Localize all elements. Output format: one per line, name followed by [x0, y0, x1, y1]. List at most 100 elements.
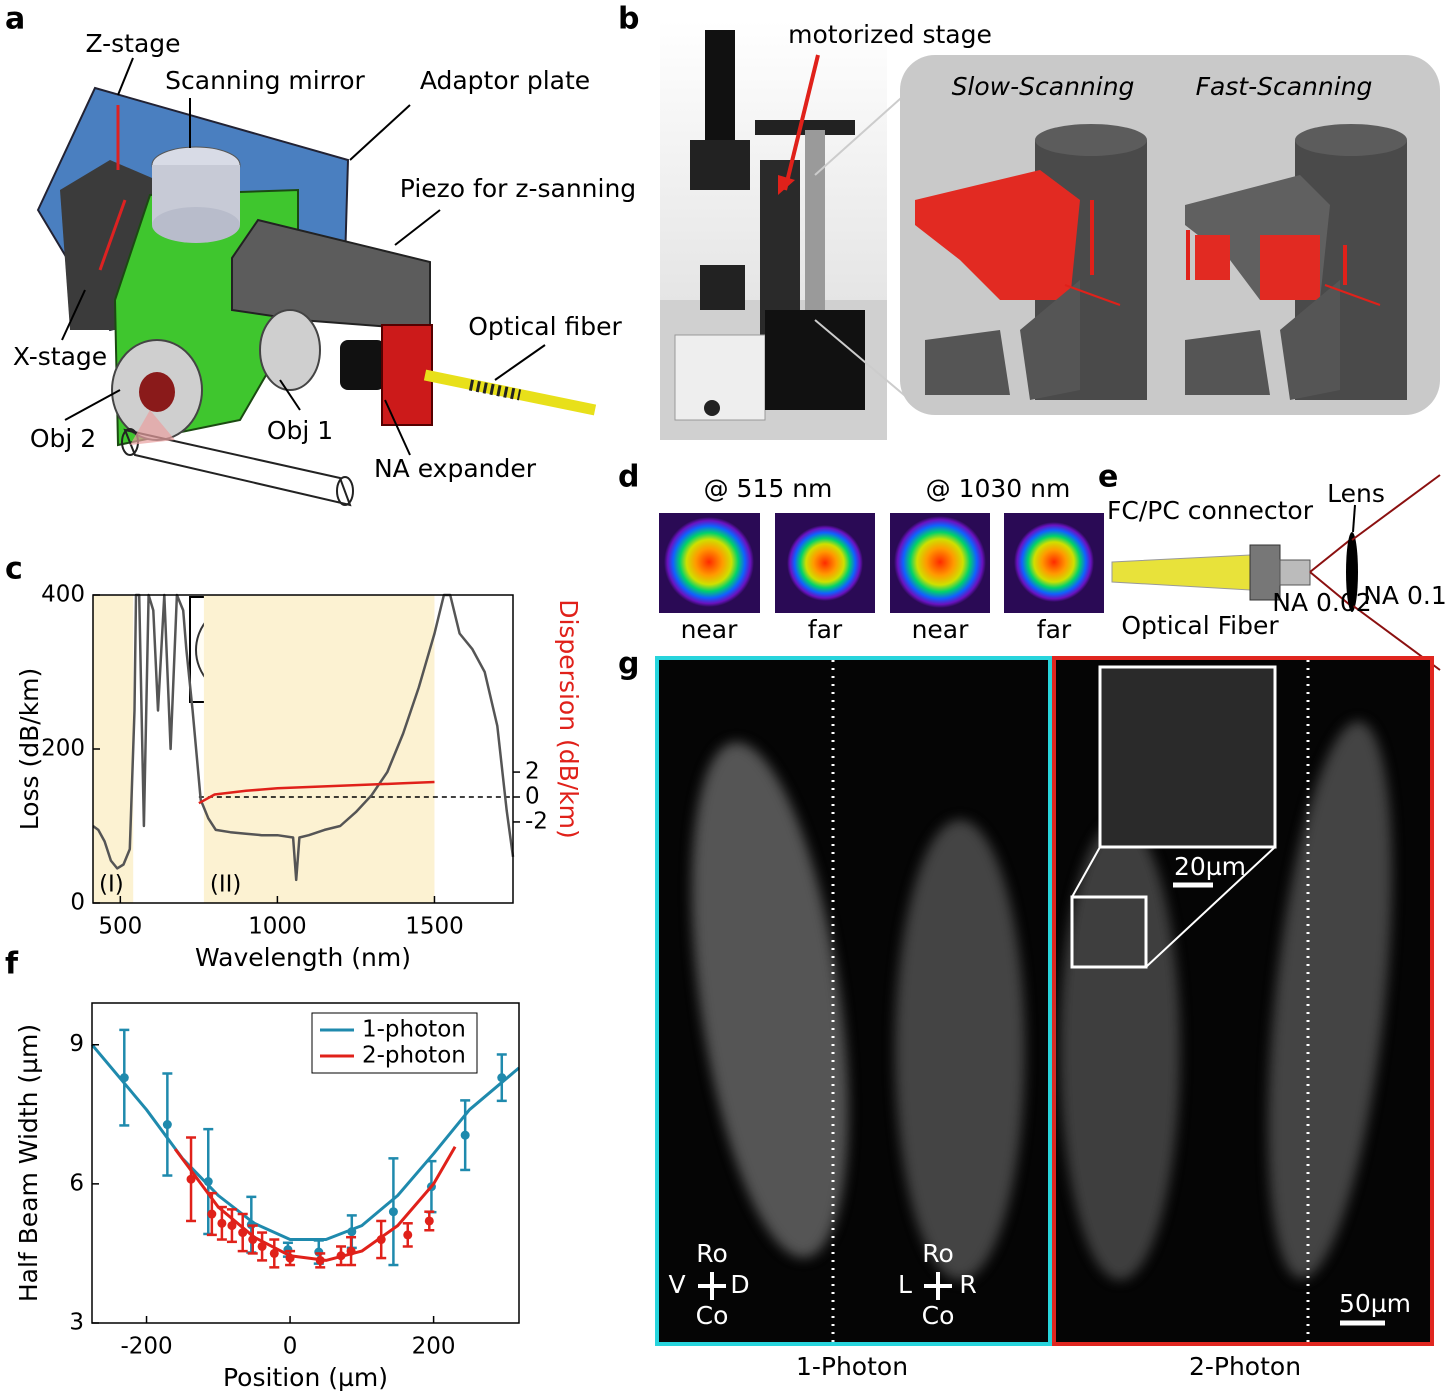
annotation: Obj 1 — [267, 416, 333, 445]
panel-a-drawing-part — [279, 379, 301, 411]
panel-label: b — [618, 2, 639, 37]
scale-label: 50µm — [1339, 1289, 1411, 1318]
orientation: V — [668, 1270, 685, 1299]
beam-profiles-part — [787, 525, 863, 601]
data-point — [217, 1218, 227, 1228]
panel-b-drawing-part — [778, 175, 795, 195]
panel-b-drawing-part — [814, 89, 911, 176]
series-line — [198, 780, 435, 805]
annotation: NA 0.02 — [1272, 588, 1371, 617]
panel-b-drawing-part — [705, 30, 735, 140]
panel-b-drawing-part — [1280, 280, 1340, 400]
microscopy-images-part — [691, 721, 1393, 1280]
data-point — [497, 1073, 507, 1083]
panel-a-drawing-part — [117, 57, 134, 96]
panel-a-drawing-part — [349, 104, 411, 161]
data-point — [376, 1235, 386, 1245]
panel-a-drawing-part — [259, 309, 321, 391]
y2-tick-label: 2 — [525, 759, 540, 785]
data-point — [346, 1246, 356, 1256]
orientation: Ro — [922, 1239, 954, 1268]
y-tick-label: 9 — [69, 1031, 84, 1057]
beam-profiles-part — [894, 516, 986, 608]
panel-a-drawing-part — [394, 209, 441, 246]
orientation: Co — [922, 1301, 955, 1330]
y-axis-label: Loss (dB/km) — [15, 668, 44, 831]
caption: near — [681, 615, 739, 644]
plot-frame — [91, 1002, 520, 1324]
panel-b-drawing-part — [704, 400, 720, 416]
annotation: Obj 2 — [30, 424, 96, 453]
panel-a-drawing-part — [139, 372, 175, 412]
caption: 2-Photon — [1189, 1352, 1301, 1381]
fiber-schematic-part — [1279, 559, 1311, 586]
orientation: Ro — [696, 1239, 728, 1268]
annotation: X-stage — [13, 342, 107, 371]
panel-b-drawing-part — [1064, 284, 1121, 306]
data-point — [460, 1130, 470, 1140]
panel-b-drawing-part — [915, 170, 1080, 300]
y2-axis-label: Dispersion (dB/km) — [554, 599, 583, 839]
panel-label: d — [618, 460, 639, 495]
microscopy-images-part-part — [1060, 820, 1180, 1280]
y-axis-label: Half Beam Width (µm) — [14, 1024, 43, 1302]
panel-a-drawing-part — [152, 207, 240, 243]
data-point — [388, 1207, 398, 1217]
fit-line — [173, 1146, 457, 1262]
header: @ 1030 nm — [926, 474, 1071, 503]
caption: far — [808, 615, 843, 644]
data-point — [336, 1251, 346, 1261]
y-tick-label: 0 — [70, 890, 85, 916]
annotation: Scanning mirror — [165, 66, 365, 95]
panel-b-drawing-part — [1035, 124, 1147, 156]
panel-a-drawing — [36, 57, 597, 507]
panel-a-drawing-part — [336, 476, 354, 506]
legend-label: 2-photon — [362, 1043, 466, 1069]
fiber-schematic — [1111, 474, 1441, 671]
legend-label: 1-photon — [362, 1017, 466, 1043]
fiber-schematic-part — [1111, 554, 1251, 591]
data-point — [238, 1228, 248, 1238]
data-point — [347, 1227, 357, 1237]
annotation: NA 0.1 — [1363, 581, 1447, 610]
panel-a-drawing-part — [64, 389, 121, 421]
fiber-schematic-part — [1249, 544, 1281, 601]
header: @ 515 nm — [704, 474, 833, 503]
microscopy-images-part-part — [1267, 721, 1393, 1279]
panel-b-drawing-part — [814, 319, 911, 401]
band — [203, 595, 435, 903]
panel-a-drawing-part — [494, 344, 546, 381]
fiber-schematic-part — [1346, 532, 1358, 612]
x-tick-label: 200 — [412, 1334, 456, 1360]
panel-b-drawing-part — [1324, 284, 1381, 306]
annotation: Fast-Scanning — [1196, 72, 1373, 101]
panel-a-drawing-part — [340, 340, 385, 390]
panel-a-drawing-part — [423, 369, 597, 416]
caption: near — [912, 615, 970, 644]
panel-a-drawing-part — [130, 410, 175, 445]
annotation: NA expander — [374, 454, 537, 483]
data-point — [207, 1209, 217, 1219]
panel-b-drawing-part — [925, 330, 1010, 395]
scale-label: 20µm — [1174, 852, 1246, 881]
y2-tick-label: 0 — [525, 784, 540, 810]
y-tick-label: 400 — [41, 582, 85, 608]
data-point — [227, 1221, 237, 1231]
data-point — [203, 1177, 213, 1187]
x-tick-label: 1000 — [248, 914, 307, 940]
panel-b-drawing-part — [783, 54, 820, 191]
panel-a-drawing-part — [468, 379, 522, 401]
panel-b-drawing — [660, 20, 1440, 440]
data-point — [186, 1174, 196, 1184]
y-tick-label: 6 — [69, 1170, 84, 1196]
data-point — [285, 1253, 295, 1263]
fiber-schematic-part — [1352, 504, 1356, 533]
orientation: Co — [696, 1301, 729, 1330]
annotation: Adaptor plate — [420, 66, 590, 95]
beam-profiles-part — [1014, 522, 1094, 602]
data-point — [248, 1235, 258, 1245]
x-tick-label: 500 — [98, 914, 142, 940]
panel-label: a — [5, 2, 25, 37]
orientation: R — [959, 1270, 976, 1299]
